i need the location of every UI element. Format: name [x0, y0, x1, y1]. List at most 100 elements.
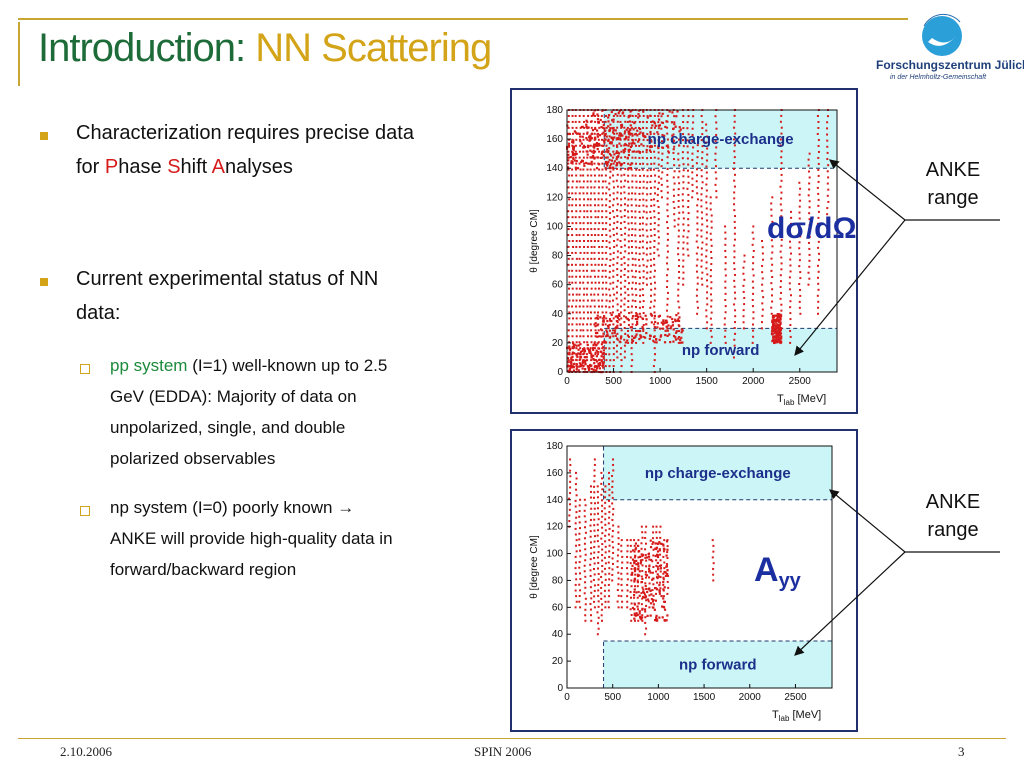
data-point [660, 183, 663, 186]
data-point [654, 174, 657, 177]
data-point [709, 341, 712, 344]
data-point [586, 287, 589, 290]
data-point [634, 614, 637, 617]
data-point [612, 469, 615, 472]
data-point [620, 572, 623, 575]
data-point [709, 329, 712, 332]
data-point [578, 595, 581, 598]
data-point [589, 496, 592, 499]
data-point [752, 274, 755, 277]
data-point [605, 126, 608, 129]
data-point [601, 361, 604, 364]
data-point [609, 294, 612, 297]
data-point [568, 497, 571, 500]
data-point [642, 300, 645, 303]
data-point [586, 138, 589, 141]
data-point [569, 156, 572, 159]
data-point [578, 156, 581, 159]
data-point [666, 572, 669, 576]
data-point [666, 132, 669, 135]
data-point [608, 353, 611, 356]
data-point [733, 256, 736, 259]
data-point [642, 204, 645, 207]
data-point [641, 558, 644, 561]
data-point [633, 619, 636, 622]
data-point [724, 341, 727, 344]
data-point [601, 554, 604, 557]
data-point [604, 138, 607, 141]
data-point [605, 353, 608, 356]
data-point [584, 581, 587, 584]
data-point [603, 340, 606, 343]
data-point [620, 287, 623, 290]
data-point [696, 282, 699, 285]
data-point [734, 273, 737, 276]
data-point [653, 299, 656, 302]
data-point [583, 164, 586, 167]
data-point [799, 199, 802, 202]
data-point [657, 175, 660, 178]
data-point [631, 150, 634, 153]
data-point [572, 369, 576, 372]
data-point [616, 136, 620, 140]
data-point [663, 608, 667, 611]
data-point [635, 252, 638, 255]
data-point [715, 133, 718, 136]
data-point [634, 258, 637, 261]
data-point [752, 292, 755, 295]
data-point [575, 516, 578, 519]
data-point [571, 345, 574, 349]
data-point [657, 254, 660, 257]
data-point [650, 300, 653, 303]
data-point [667, 586, 670, 589]
data-point [687, 193, 690, 196]
data-point [571, 126, 574, 129]
data-point [618, 313, 621, 316]
data-point [653, 329, 656, 332]
data-point [631, 192, 634, 195]
data-point [630, 567, 633, 570]
x-tick-label: 500 [604, 692, 621, 703]
data-point [620, 180, 623, 183]
data-point [597, 616, 600, 619]
data-point [650, 288, 653, 291]
data-point [627, 318, 630, 321]
data-point [798, 283, 801, 286]
data-point [584, 548, 587, 551]
data-point [817, 288, 820, 291]
data-point [618, 134, 621, 137]
data-point [642, 323, 645, 326]
data-point [656, 561, 659, 565]
data-point [631, 162, 634, 165]
data-point [678, 126, 681, 129]
data-point [611, 174, 614, 177]
data-point [773, 322, 776, 326]
data-point [770, 257, 773, 260]
data-point [624, 120, 627, 123]
data-point [601, 526, 604, 529]
data-point [567, 180, 570, 183]
data-point [696, 222, 699, 225]
data-point [652, 603, 655, 606]
data-point [575, 323, 578, 326]
data-point [610, 163, 613, 166]
data-point [638, 312, 641, 315]
data-point [645, 151, 648, 154]
data-point [638, 612, 641, 615]
data-point [780, 162, 783, 165]
data-point [657, 236, 660, 239]
data-point [798, 247, 801, 250]
data-point [620, 329, 623, 332]
data-point [593, 198, 596, 201]
data-point [659, 536, 662, 539]
data-point [602, 363, 605, 366]
data-point [602, 335, 605, 338]
data-point [672, 127, 675, 130]
data-point [579, 140, 582, 143]
data-point [700, 199, 703, 202]
data-point [605, 234, 608, 237]
data-point [576, 167, 580, 170]
data-point [600, 471, 603, 474]
data-point [623, 162, 626, 165]
data-point [657, 224, 660, 227]
